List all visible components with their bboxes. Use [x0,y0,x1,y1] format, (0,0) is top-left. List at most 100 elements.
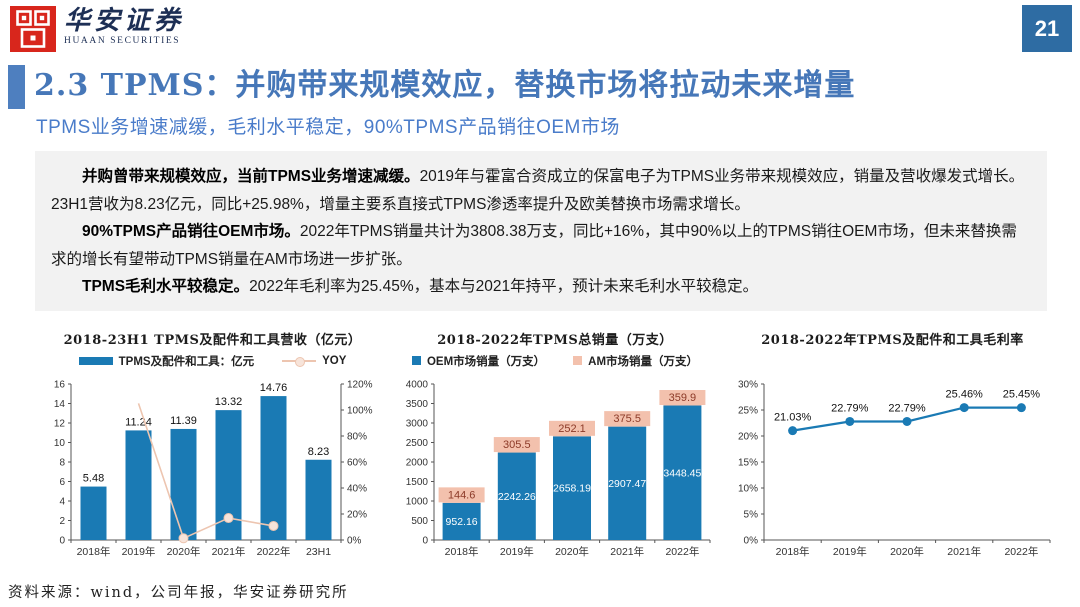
page-subtitle: TPMS业务增速减缓，毛利水平稳定，90%TPMS产品销往OEM市场 [36,117,620,138]
chart-volume-title: 2018-2022年TPMS总销量（万支） [437,332,673,348]
svg-text:2019年: 2019年 [833,545,867,558]
svg-text:2658.19: 2658.19 [553,483,591,495]
huaan-logo-icon [10,6,56,52]
svg-text:21.03%: 21.03% [774,412,812,424]
summary-paragraph: 90%TPMS产品销往OEM市场。2022年TPMS销量共计为3808.38万支… [51,223,1017,268]
chart-revenue-legend: TPMS及配件和工具：亿元 YOY [35,352,390,370]
svg-text:0%: 0% [744,535,759,546]
svg-text:30%: 30% [738,379,758,390]
svg-text:23H1: 23H1 [306,546,331,558]
svg-text:500: 500 [411,516,428,527]
svg-text:4: 4 [59,496,65,507]
svg-text:12: 12 [54,418,66,429]
svg-text:40%: 40% [347,483,367,494]
svg-text:120%: 120% [347,379,373,390]
svg-text:4000: 4000 [406,379,429,390]
svg-text:2020年: 2020年 [167,545,201,558]
svg-text:20%: 20% [347,509,367,520]
svg-text:25.46%: 25.46% [946,388,984,400]
chart-margin-panel: 2018-2022年TPMS及配件和工具毛利率 0% 5% 10% 15% 20% 25%… [720,320,1065,577]
yoy-line-swatch-icon [282,356,317,367]
svg-text:2019年: 2019年 [500,545,534,558]
svg-text:2: 2 [59,516,65,527]
svg-text:14: 14 [54,399,66,410]
page-number-badge: 21 [1022,5,1072,52]
chart-margin-legend-spacer [720,352,1065,370]
svg-text:3448.45: 3448.45 [663,467,701,479]
svg-text:2022年: 2022年 [257,545,291,558]
legend-label: TPMS及配件和工具：亿元 [118,355,255,368]
svg-text:2500: 2500 [406,438,429,449]
volume-stacked-bar-chart: 0 500 1000 1500 2000 2500 3000 3500 4000 2018年 201… [406,379,711,558]
svg-text:8: 8 [59,457,65,468]
chart-revenue-title: 2018-23H1 TPMS及配件和工具营收（亿元） [63,332,362,348]
svg-text:10%: 10% [738,483,758,494]
title-accent-bar [8,65,25,109]
svg-text:5.48: 5.48 [83,472,104,484]
svg-text:2020年: 2020年 [555,545,589,558]
brand-name-en: HUAAN SECURITIES [64,36,181,46]
svg-text:2022年: 2022年 [665,545,699,558]
legend-label: YOY [322,354,347,367]
svg-text:5%: 5% [744,509,759,520]
svg-text:2021年: 2021年 [947,545,981,558]
svg-text:25%: 25% [738,405,758,416]
svg-text:20%: 20% [738,431,758,442]
svg-text:22.79%: 22.79% [888,402,926,414]
page-title: 2.3 TPMS：并购带来规模效应，替换市场将拉动未来增量 [34,68,856,103]
brand-block: 华安证券 HUAAN SECURITIES [64,8,184,46]
svg-text:2022年: 2022年 [1004,545,1038,558]
summary-box: 并购曾带来规模效应，当前TPMS业务增速减缓。2019年与霍富合资成立的保富电子… [35,151,1047,311]
svg-text:2018年: 2018年 [445,545,479,558]
svg-text:952.16: 952.16 [446,516,478,528]
source-note: 资料来源：wind，公司年报，华安证券研究所 [8,585,349,601]
svg-text:25.45%: 25.45% [1003,389,1041,401]
svg-text:10: 10 [54,438,66,449]
svg-text:2021年: 2021年 [610,545,644,558]
svg-text:80%: 80% [347,431,367,442]
chart-margin-title: 2018-2022年TPMS及配件和工具毛利率 [761,332,1024,348]
header: 华安证券 HUAAN SECURITIES 21 [0,0,1080,58]
revenue-bar-chart: 0 2 4 6 8 10 12 14 16 0% 20% 40% 60% 80% 100% 120% 2018年… [54,379,373,558]
svg-text:13.32: 13.32 [215,396,243,408]
svg-text:60%: 60% [347,457,367,468]
svg-text:2907.47: 2907.47 [608,478,646,490]
svg-text:3000: 3000 [406,418,429,429]
svg-text:2018年: 2018年 [77,545,111,558]
svg-text:0: 0 [59,535,65,546]
svg-text:2021年: 2021年 [212,545,246,558]
summary-paragraph: 并购曾带来规模效应，当前TPMS业务增速减缓。2019年与霍富合资成立的保富电子… [51,168,1025,213]
svg-text:2018年: 2018年 [776,545,810,558]
svg-text:0: 0 [422,535,428,546]
svg-text:252.1: 252.1 [558,423,586,435]
chart-volume-panel: 2018-2022年TPMS总销量（万支） OEM市场销量（万支） AM市场销量… [390,320,720,577]
svg-text:375.5: 375.5 [613,413,641,425]
svg-text:0%: 0% [347,535,362,546]
svg-text:2000: 2000 [406,457,429,468]
charts-row: 2018-23H1 TPMS及配件和工具营收（亿元） TPMS及配件和工具：亿元… [35,320,1080,577]
svg-text:359.9: 359.9 [669,392,697,404]
svg-text:2019年: 2019年 [122,545,156,558]
legend-label: AM市场销量（万支） [588,355,699,368]
svg-text:15%: 15% [738,457,758,468]
am-swatch-icon [573,356,583,366]
margin-line-chart: 0% 5% 10% 15% 20% 25% 30% 2018年 2019年 2020年 2021年 2… [738,379,1051,558]
brand-name-cn: 华安证券 [64,6,185,36]
svg-text:6: 6 [59,477,65,488]
oem-swatch-icon [411,356,421,366]
svg-text:100%: 100% [347,405,373,416]
svg-text:11.39: 11.39 [170,415,197,427]
svg-text:22.79%: 22.79% [831,402,869,414]
svg-text:305.5: 305.5 [503,439,531,451]
svg-text:1000: 1000 [406,496,429,507]
svg-text:3500: 3500 [406,399,429,410]
svg-text:14.76: 14.76 [260,382,288,394]
svg-text:8.23: 8.23 [308,446,329,458]
svg-text:2020年: 2020年 [890,545,924,558]
summary-paragraph: TPMS毛利水平较稳定。2022年毛利率为25.45%，基本与2021年持平，预… [82,278,759,296]
chart-revenue-panel: 2018-23H1 TPMS及配件和工具营收（亿元） TPMS及配件和工具：亿元… [35,320,390,577]
svg-text:144.6: 144.6 [448,489,476,501]
svg-text:1500: 1500 [406,477,429,488]
chart-volume-legend: OEM市场销量（万支） AM市场销量（万支） [390,352,720,370]
